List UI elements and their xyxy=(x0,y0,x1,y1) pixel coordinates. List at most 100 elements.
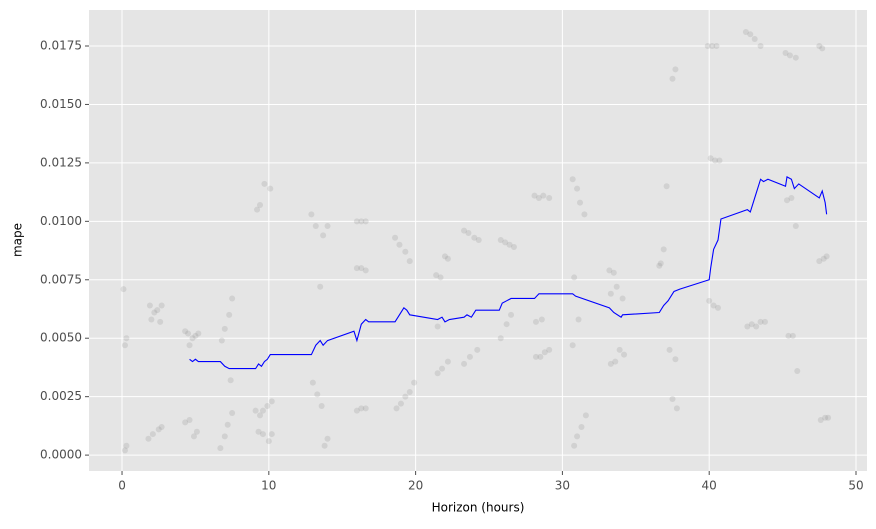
scatter-point xyxy=(221,325,228,332)
scatter-point xyxy=(157,318,164,325)
scatter-point xyxy=(358,405,365,412)
scatter-point xyxy=(321,442,328,449)
scatter-point xyxy=(255,428,262,435)
scatter-point xyxy=(792,223,799,230)
x-tick-label: 40 xyxy=(702,479,717,493)
scatter-point xyxy=(581,211,588,218)
scatter-point xyxy=(149,431,156,438)
scatter-point xyxy=(466,353,473,360)
y-tick-label: 0.0100 xyxy=(40,214,82,228)
scatter-point xyxy=(353,407,360,414)
scatter-point xyxy=(465,230,472,237)
scatter-point xyxy=(571,274,578,281)
scatter-point xyxy=(794,367,801,374)
scatter-point xyxy=(218,337,225,344)
scatter-point xyxy=(822,414,829,421)
scatter-point xyxy=(621,351,628,358)
scatter-point xyxy=(320,232,327,239)
scatter-point xyxy=(257,412,264,419)
scatter-point xyxy=(155,426,162,433)
scatter-point xyxy=(439,365,446,372)
plot-area xyxy=(89,10,867,471)
scatter-point xyxy=(531,192,538,199)
scatter-point xyxy=(121,342,128,349)
scatter-point xyxy=(362,405,369,412)
scatter-point xyxy=(158,302,165,309)
scatter-point xyxy=(715,304,722,311)
x-tick-label: 50 xyxy=(848,479,863,493)
scatter-point xyxy=(221,433,228,440)
scatter-point xyxy=(318,403,325,410)
scatter-point xyxy=(669,395,676,402)
scatter-point xyxy=(362,218,369,225)
scatter-point xyxy=(471,234,478,241)
scatter-point xyxy=(656,262,663,269)
scatter-point xyxy=(148,316,155,323)
scatter-point xyxy=(783,197,790,204)
y-tick-label: 0.0150 xyxy=(40,97,82,111)
scatter-point xyxy=(190,433,197,440)
scatter-point xyxy=(461,360,468,367)
scatter-point xyxy=(713,43,720,50)
scatter-point xyxy=(154,307,161,314)
scatter-point xyxy=(120,286,127,293)
scatter-point xyxy=(663,183,670,190)
scatter-point xyxy=(744,323,751,330)
scatter-point xyxy=(753,323,760,330)
scatter-point xyxy=(574,185,581,192)
scatter-point xyxy=(261,180,268,187)
scatter-point xyxy=(789,332,796,339)
scatter-point xyxy=(358,265,365,272)
scatter-point xyxy=(535,194,542,201)
scatter-point xyxy=(709,43,716,50)
scatter-point xyxy=(748,321,755,328)
scatter-point xyxy=(541,349,548,356)
scatter-point xyxy=(259,431,266,438)
scatter-point xyxy=(817,417,824,424)
scatter-point xyxy=(406,258,413,265)
scatter-point xyxy=(657,260,664,267)
scatter-point xyxy=(393,405,400,412)
line xyxy=(189,176,828,370)
scatter-point xyxy=(406,388,413,395)
scatter-point xyxy=(396,241,403,248)
scatter-point xyxy=(411,379,418,386)
scatter-point xyxy=(353,218,360,225)
scatter-point xyxy=(433,272,440,279)
scatter-point xyxy=(578,424,585,431)
scatter-point xyxy=(757,318,764,325)
scatter-point xyxy=(546,194,553,201)
scatter-point xyxy=(757,43,764,50)
scatter-point xyxy=(229,410,236,417)
scatter-point xyxy=(434,323,441,330)
scatter-point xyxy=(616,346,623,353)
scatter-point xyxy=(672,66,679,73)
scatter-point xyxy=(607,290,614,297)
scatter-point xyxy=(441,253,448,260)
scatter-point xyxy=(537,353,544,360)
scatter-point xyxy=(532,318,539,325)
scatter-point xyxy=(532,353,539,360)
scatter-point xyxy=(123,335,130,342)
y-tick-label: 0.0125 xyxy=(40,155,82,169)
scatter-point xyxy=(785,332,792,339)
scatter-point xyxy=(254,206,261,213)
scatter-point xyxy=(672,356,679,363)
scatter-point xyxy=(353,265,360,272)
scatter-point xyxy=(816,258,823,265)
scatter-point xyxy=(434,370,441,377)
scatter-point xyxy=(610,269,617,276)
scatter-point xyxy=(186,342,193,349)
scatter-point xyxy=(538,316,545,323)
y-tick-label: 0.0050 xyxy=(40,331,82,345)
scatter-point xyxy=(710,302,717,309)
scatter-point xyxy=(546,346,553,353)
scatter-point xyxy=(402,248,409,255)
scatter-point xyxy=(182,328,189,335)
y-tick-label: 0.0175 xyxy=(40,39,82,53)
scatter-point xyxy=(704,43,711,50)
scatter-point xyxy=(613,283,620,290)
scatter-point xyxy=(660,246,667,253)
scatter-point xyxy=(816,43,823,50)
